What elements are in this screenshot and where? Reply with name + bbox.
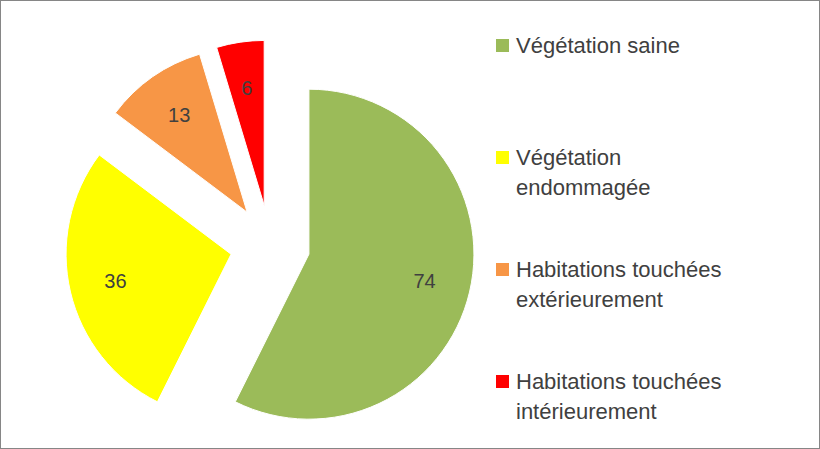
data-label: 36 xyxy=(104,270,126,292)
legend-swatch xyxy=(496,151,509,164)
chart-frame xyxy=(1,1,820,449)
legend-swatch xyxy=(496,375,509,388)
legend-swatch xyxy=(496,263,509,276)
legend-label: Habitations touchéesintérieurement xyxy=(516,369,721,424)
data-label: 6 xyxy=(241,77,252,99)
data-label: 74 xyxy=(413,270,435,292)
chart-svg: 74 36 13 6 Végétation saine Végétationendomma… xyxy=(0,0,820,449)
pie-slices xyxy=(66,40,474,419)
legend: Végétation saine Végétationendommagée Habi… xyxy=(496,33,721,424)
legend-swatch xyxy=(496,39,509,52)
data-label: 13 xyxy=(168,104,190,126)
legend-label: Végétation saine xyxy=(516,33,680,58)
pie-slice xyxy=(217,40,265,205)
pie-slice xyxy=(235,89,474,419)
legend-label: Habitations touchéesextérieurement xyxy=(516,257,721,312)
data-labels: 74 36 13 6 xyxy=(104,77,435,293)
legend-label: Végétationendommagée xyxy=(516,145,651,200)
pie-slice xyxy=(66,155,231,402)
chart-container: 74 36 13 6 Végétation saine Végétationendomma… xyxy=(0,0,820,449)
